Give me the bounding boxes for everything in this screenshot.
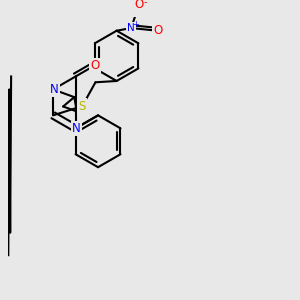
Text: O: O [90, 59, 100, 72]
Text: O: O [153, 24, 162, 37]
Text: S: S [79, 100, 86, 112]
Text: -: - [143, 0, 146, 8]
Text: N: N [72, 122, 81, 135]
Text: N: N [127, 23, 135, 33]
Text: O: O [134, 0, 144, 11]
Text: +: + [133, 20, 139, 29]
Text: N: N [50, 83, 58, 96]
